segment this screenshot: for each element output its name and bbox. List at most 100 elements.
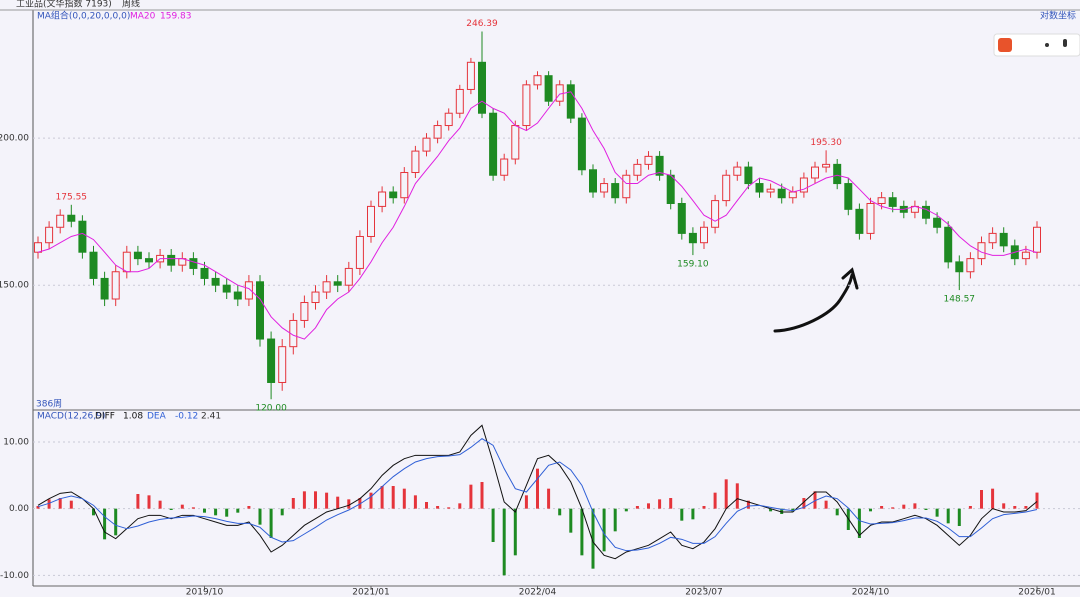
candle-body [988, 232, 997, 244]
macd-bar [58, 498, 62, 509]
candle-body [67, 214, 76, 222]
candle-body [355, 235, 364, 269]
macd-bar [191, 507, 195, 509]
x-tick-label: 2019/10 [186, 588, 224, 597]
candle-body [411, 150, 420, 174]
macd-bar [647, 503, 650, 509]
candle-body [1033, 226, 1041, 253]
macd-bar [147, 495, 151, 509]
candle-body [755, 183, 764, 193]
macd-bar [236, 508, 240, 513]
macd-bar [436, 506, 440, 509]
macd-bar [92, 508, 95, 516]
candle-body [877, 197, 886, 204]
count-label: 386周 [36, 399, 62, 410]
macd-bar [69, 500, 73, 509]
macd-bar [1002, 503, 1006, 509]
macd-bar [247, 506, 251, 509]
macd-bar [813, 491, 817, 509]
macd-bar [769, 508, 773, 512]
candle-body [744, 166, 753, 185]
macd-bar [114, 508, 118, 536]
candle-body [589, 169, 597, 193]
hand-drawn-arrow [773, 267, 859, 333]
macd-bar [957, 508, 961, 526]
macd-bar [691, 508, 695, 520]
ime-box [993, 33, 1080, 57]
candle-body [711, 200, 720, 228]
macd-bar [869, 508, 872, 512]
price-annotation: 195.30 [810, 138, 842, 148]
candle-body [700, 226, 708, 244]
macd-bar [1013, 506, 1017, 509]
price-annotation: 120.00 [255, 404, 287, 414]
ime-toolbar [993, 33, 1080, 57]
macd-bar [891, 507, 895, 509]
macd-bar [513, 508, 517, 556]
macd-bar [391, 486, 395, 509]
macd-bar [624, 508, 628, 512]
macd-bar [780, 508, 784, 514]
candle-body [278, 346, 287, 383]
log-scale-label: 对数坐标 [1040, 10, 1076, 22]
legend-name: DEA [147, 412, 167, 422]
candle-body [45, 226, 54, 244]
macd-bar [613, 508, 617, 532]
period: 周线 [122, 0, 140, 10]
x-tick-label: 2023/07 [685, 588, 722, 597]
candle-body [300, 302, 309, 321]
macd-bar [413, 495, 417, 509]
candle-body [189, 258, 198, 269]
candle-body [733, 166, 742, 176]
x-tick-label: 2026/01 [1018, 588, 1055, 597]
macd-line [37, 424, 1038, 560]
candle-body [788, 191, 797, 199]
price-annotation: 246.39 [466, 19, 498, 29]
macd-bar [558, 508, 562, 516]
ma-line [37, 91, 1038, 340]
macd-bar [713, 492, 717, 509]
macd-bar [802, 498, 806, 509]
macd-bar [314, 491, 317, 509]
candle-body [1021, 251, 1030, 260]
legend-name: MA20 [130, 12, 156, 22]
candle-body [311, 291, 320, 304]
candle-body [133, 251, 142, 260]
macd-bar [991, 488, 995, 509]
candle-body [489, 112, 498, 176]
macd-bar [502, 508, 506, 576]
price-annotation: 175.55 [56, 192, 88, 202]
ime-icon [1045, 43, 1049, 47]
candle-body [289, 319, 298, 348]
candle-body [966, 258, 975, 273]
macd-title: MACD(12,26,9) [37, 412, 105, 422]
candle-body [777, 188, 786, 199]
candle-body [455, 88, 464, 114]
macd-bar [602, 508, 606, 552]
candle-body [766, 188, 775, 193]
ma-indicator: MA组合(0,0,20,0,0,0) [37, 10, 130, 22]
candle-body [811, 166, 819, 179]
macd-bar [369, 492, 373, 509]
candle-body [955, 261, 964, 273]
macd-bar [491, 508, 495, 542]
macd-bar [569, 508, 573, 533]
candle-body [622, 174, 631, 199]
macd-bar [447, 507, 451, 509]
macd-bar [280, 508, 284, 516]
macd-bar [824, 500, 828, 509]
x-tick-label: 2021/01 [352, 588, 389, 597]
macd-bar [225, 508, 229, 517]
macd-bar [269, 508, 273, 538]
macd-bar [1035, 492, 1039, 509]
candle-body [944, 226, 953, 263]
candle-body [577, 117, 586, 171]
macd-bar [635, 506, 639, 509]
candle-body [511, 125, 520, 160]
macd-bar [980, 490, 983, 509]
macd-bar [480, 482, 484, 509]
macd-bar [291, 498, 295, 509]
candle-body [544, 75, 553, 102]
macd-bar [469, 484, 473, 509]
